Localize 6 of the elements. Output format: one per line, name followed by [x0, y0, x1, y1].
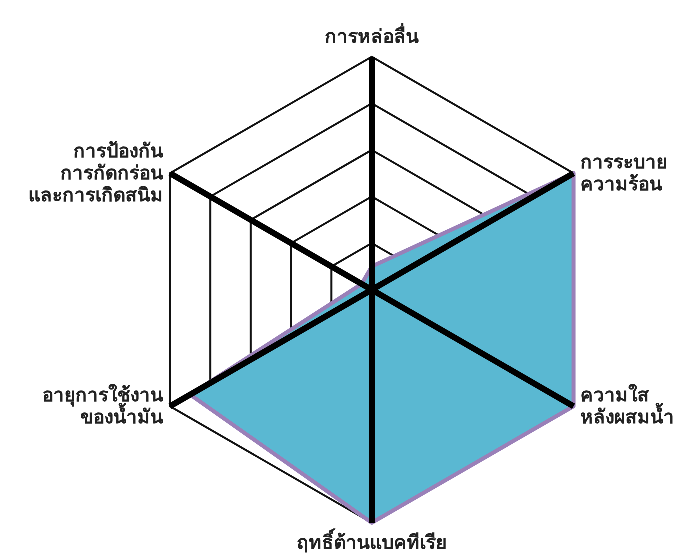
spoke-label: ฤทธิ์ต้านแบคทีเรีย: [297, 528, 447, 554]
spoke-label: อายุการใช้งาน ของน้ำมัน: [42, 384, 164, 428]
spoke-label: การป้องกัน การกัดกร่อน และการเกิดสนิม: [28, 140, 164, 206]
spoke-label: ความใส หลังผสมน้ำ: [580, 384, 675, 428]
spoke-label: การหล่อลื่น: [325, 23, 419, 48]
spoke-label: การระบาย ความร้อน: [580, 152, 668, 196]
